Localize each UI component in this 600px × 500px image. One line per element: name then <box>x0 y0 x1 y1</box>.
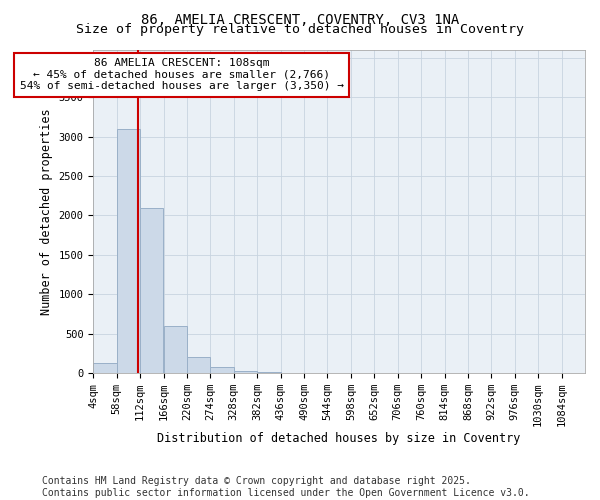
Text: Size of property relative to detached houses in Coventry: Size of property relative to detached ho… <box>76 22 524 36</box>
Bar <box>117 129 140 373</box>
Bar <box>187 357 210 373</box>
Bar <box>140 208 163 373</box>
X-axis label: Distribution of detached houses by size in Coventry: Distribution of detached houses by size … <box>157 432 521 445</box>
Bar <box>211 368 233 373</box>
Bar <box>94 362 116 373</box>
Bar <box>164 326 187 373</box>
Text: Contains HM Land Registry data © Crown copyright and database right 2025.
Contai: Contains HM Land Registry data © Crown c… <box>42 476 530 498</box>
Text: 86, AMELIA CRESCENT, COVENTRY, CV3 1NA: 86, AMELIA CRESCENT, COVENTRY, CV3 1NA <box>141 12 459 26</box>
Bar <box>234 370 257 373</box>
Bar <box>257 372 281 373</box>
Text: 86 AMELIA CRESCENT: 108sqm
← 45% of detached houses are smaller (2,766)
54% of s: 86 AMELIA CRESCENT: 108sqm ← 45% of deta… <box>20 58 344 92</box>
Y-axis label: Number of detached properties: Number of detached properties <box>40 108 53 315</box>
